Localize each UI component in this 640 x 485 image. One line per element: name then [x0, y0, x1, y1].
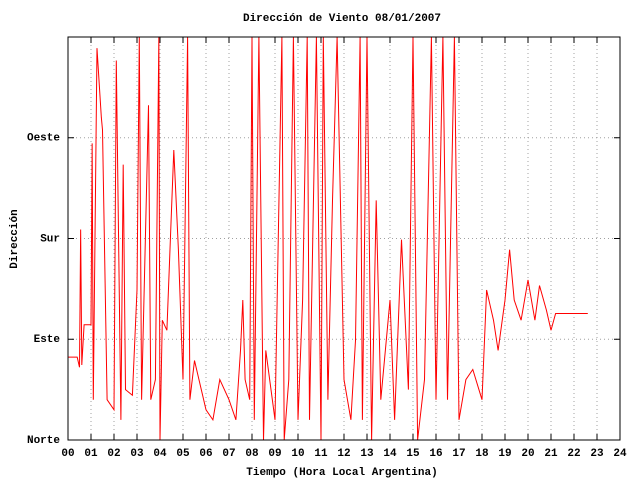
x-tick-label: 11 [314, 448, 328, 460]
y-tick-label: Norte [27, 435, 60, 447]
x-tick-label: 10 [291, 448, 304, 460]
x-tick-label: 22 [567, 448, 580, 460]
x-tick-label: 00 [61, 448, 74, 460]
x-tick-label: 12 [337, 448, 350, 460]
x-tick-label: 04 [153, 448, 167, 460]
x-tick-label: 17 [452, 448, 465, 460]
x-tick-label: 02 [107, 448, 120, 460]
y-tick-label: Sur [40, 233, 60, 245]
x-tick-label: 13 [360, 448, 374, 460]
x-tick-label: 16 [429, 448, 442, 460]
chart-title: Dirección de Viento 08/01/2007 [243, 13, 441, 25]
plot-border [67, 36, 621, 441]
x-tick-label: 20 [521, 448, 534, 460]
x-tick-label: 15 [406, 448, 420, 460]
x-tick-label: 08 [245, 448, 259, 460]
data-line [68, 36, 588, 441]
x-tick-label: 09 [268, 448, 281, 460]
y-tick-label: Oeste [27, 133, 60, 145]
y-axis-label: Dirección [9, 209, 21, 268]
x-tick-label: 07 [222, 448, 235, 460]
x-tick-label: 03 [130, 448, 144, 460]
x-tick-label: 24 [613, 448, 627, 460]
x-tick-label: 06 [199, 448, 212, 460]
x-tick-label: 19 [498, 448, 511, 460]
x-tick-label: 21 [544, 448, 558, 460]
y-tick-label: Este [34, 334, 61, 346]
x-axis-label: Tiempo (Hora Local Argentina) [246, 467, 437, 479]
x-tick-label: 01 [84, 448, 98, 460]
x-tick-label: 18 [475, 448, 489, 460]
x-tick-label: 23 [590, 448, 604, 460]
x-tick-label: 14 [383, 448, 397, 460]
x-tick-label: 05 [176, 448, 190, 460]
